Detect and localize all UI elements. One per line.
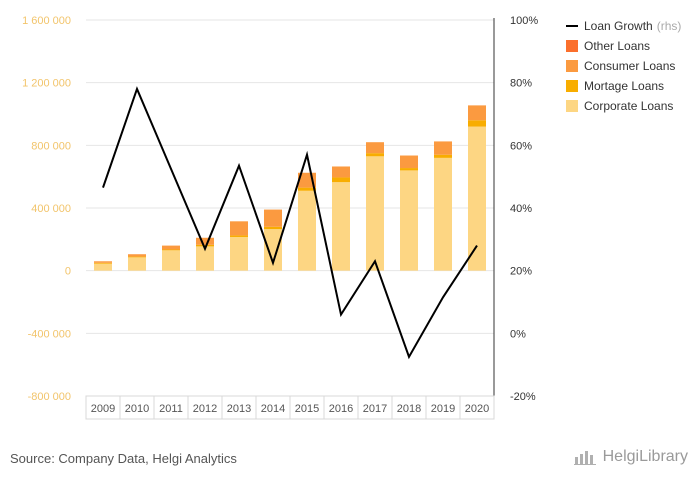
bar-corporate-loans — [366, 156, 384, 271]
x-tick-label: 2018 — [397, 403, 421, 415]
bar-consumer-loans — [230, 221, 248, 236]
bar-corporate-loans — [230, 236, 248, 271]
x-tick-label: 2015 — [295, 403, 319, 415]
bar-mortage-loans — [196, 244, 214, 247]
loan-growth-line — [102, 86, 478, 360]
legend-line-swatch — [566, 25, 578, 27]
legend-item-loan-growth: Loan Growth (rhs) — [566, 16, 681, 36]
legend-label-loan-growth: Loan Growth — [584, 19, 653, 33]
x-tick-label: 2009 — [91, 403, 115, 415]
y-right-tick-label: 60% — [510, 140, 532, 152]
bar-consumer-loans — [468, 105, 486, 121]
y-right-tick-label: -20% — [510, 391, 536, 403]
bar-consumer-loans — [128, 254, 146, 257]
legend-label-corporate-loans: Corporate Loans — [584, 99, 674, 113]
bar-corporate-loans — [298, 190, 316, 271]
legend-swatch-mortage-loans — [566, 80, 578, 92]
bar-consumer-loans — [196, 237, 214, 245]
bar-consumer-loans — [434, 141, 452, 155]
legend-rhs-note: (rhs) — [656, 19, 682, 33]
legend-swatch-corporate-loans — [566, 100, 578, 112]
legend-label-other-loans: Other Loans — [584, 39, 651, 53]
bar-mortage-loans — [230, 235, 248, 237]
bar-consumer-loans — [366, 142, 384, 154]
y-left-tick-label: 1 600 000 — [22, 15, 71, 27]
library-icon — [573, 451, 596, 465]
legend-label-consumer-loans: Consumer Loans — [584, 59, 676, 73]
bar-corporate-loans — [264, 229, 282, 271]
x-tick-label: 2012 — [193, 403, 217, 415]
bar-consumer-loans — [162, 245, 180, 250]
y-left-tick-label: 0 — [65, 266, 71, 278]
brand-logo: HelgiLibrary — [573, 448, 688, 466]
x-tick-label: 2010 — [125, 403, 149, 415]
y-right-tick-label: 40% — [510, 203, 532, 215]
bar-corporate-loans — [332, 182, 350, 271]
y-left-tick-label: -400 000 — [28, 328, 71, 340]
x-tick-label: 2017 — [363, 403, 387, 415]
bar-corporate-loans — [162, 250, 180, 271]
bar-mortage-loans — [128, 256, 146, 258]
x-tick-label: 2019 — [431, 403, 455, 415]
bar-corporate-loans — [94, 263, 112, 271]
bar-corporate-loans — [468, 126, 486, 271]
y-right-tick-label: 0% — [510, 328, 526, 340]
y-left-tick-label: 400 000 — [31, 203, 71, 215]
legend-swatch-other-loans — [566, 40, 578, 52]
legend-item-corporate-loans: Corporate Loans — [566, 96, 681, 116]
bar-mortage-loans — [298, 187, 316, 191]
bar-corporate-loans — [434, 157, 452, 271]
y-right-tick-label: 100% — [510, 15, 538, 27]
x-tick-label: 2020 — [465, 403, 489, 415]
bar-consumer-loans — [264, 209, 282, 227]
bar-corporate-loans — [128, 257, 146, 271]
source-note: Source: Company Data, Helgi Analytics — [10, 451, 237, 466]
chart-legend: Loan Growth (rhs) Other Loans Consumer L… — [566, 16, 681, 116]
legend-item-other-loans: Other Loans — [566, 36, 681, 56]
bar-mortage-loans — [434, 154, 452, 158]
bar-mortage-loans — [264, 226, 282, 230]
y-right-tick-label: 80% — [510, 78, 532, 90]
legend-item-consumer-loans: Consumer Loans — [566, 56, 681, 76]
bar-consumer-loans — [400, 155, 418, 169]
legend-swatch-consumer-loans — [566, 60, 578, 72]
bar-corporate-loans — [400, 170, 418, 271]
y-left-tick-label: 1 200 000 — [22, 78, 71, 90]
bar-mortage-loans — [468, 120, 486, 127]
bar-corporate-loans — [196, 246, 214, 271]
x-tick-label: 2013 — [227, 403, 251, 415]
bar-mortage-loans — [162, 249, 180, 251]
y-left-tick-label: -800 000 — [28, 391, 71, 403]
bar-mortage-loans — [400, 168, 418, 171]
x-tick-label: 2014 — [261, 403, 285, 415]
bar-mortage-loans — [366, 153, 384, 157]
legend-label-mortage-loans: Mortage Loans — [584, 79, 665, 93]
bar-mortage-loans — [332, 177, 350, 183]
y-right-tick-label: 20% — [510, 266, 532, 278]
bar-consumer-loans — [94, 261, 112, 263]
x-tick-label: 2011 — [159, 403, 183, 415]
legend-item-mortage-loans: Mortage Loans — [566, 76, 681, 96]
x-tick-label: 2016 — [329, 403, 353, 415]
bar-consumer-loans — [332, 166, 350, 178]
y-left-tick-label: 800 000 — [31, 140, 71, 152]
brand-name: HelgiLibrary — [602, 448, 688, 465]
bar-mortage-loans — [94, 262, 112, 264]
